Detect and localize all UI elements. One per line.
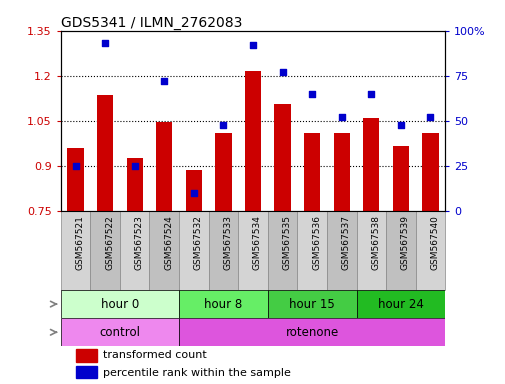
Text: GSM567521: GSM567521 [75, 215, 84, 270]
Text: GSM567522: GSM567522 [105, 215, 114, 270]
Text: GSM567537: GSM567537 [341, 215, 350, 270]
Bar [238, 211, 267, 290]
Bar [156, 122, 172, 211]
Bar [333, 133, 349, 211]
Point [160, 78, 168, 84]
Bar [120, 211, 149, 290]
Text: GDS5341 / ILMN_2762083: GDS5341 / ILMN_2762083 [61, 16, 241, 30]
Bar [392, 146, 408, 211]
Bar [422, 133, 438, 211]
Point [426, 114, 434, 120]
Point [101, 40, 109, 46]
Bar [274, 104, 290, 211]
Bar [97, 95, 113, 211]
Point [130, 163, 138, 169]
Text: GSM567538: GSM567538 [371, 215, 380, 270]
Text: GSM567524: GSM567524 [164, 215, 173, 270]
Bar [363, 118, 379, 211]
Bar [61, 290, 179, 318]
Text: transformed count: transformed count [103, 351, 207, 361]
Bar [61, 318, 179, 346]
Bar [149, 211, 179, 290]
Point [248, 42, 257, 48]
Bar [244, 71, 261, 211]
Bar [297, 211, 326, 290]
Text: rotenone: rotenone [285, 326, 338, 339]
Bar [179, 211, 208, 290]
Point [71, 163, 79, 169]
Bar [304, 133, 320, 211]
Text: hour 15: hour 15 [289, 298, 334, 311]
Bar [67, 148, 83, 211]
Text: control: control [99, 326, 140, 339]
Text: hour 24: hour 24 [377, 298, 423, 311]
Text: percentile rank within the sample: percentile rank within the sample [103, 368, 290, 378]
Bar [90, 211, 120, 290]
Text: GSM567540: GSM567540 [430, 215, 439, 270]
Bar [179, 290, 267, 318]
Text: GSM567536: GSM567536 [312, 215, 321, 270]
Text: GSM567534: GSM567534 [252, 215, 262, 270]
Point [219, 121, 227, 127]
Text: GSM567532: GSM567532 [193, 215, 203, 270]
Point [278, 69, 286, 75]
Bar [215, 133, 231, 211]
Point [396, 121, 404, 127]
Bar [326, 211, 356, 290]
Text: GSM567523: GSM567523 [134, 215, 143, 270]
Bar [415, 211, 444, 290]
Text: GSM567535: GSM567535 [282, 215, 291, 270]
Bar [356, 290, 444, 318]
Text: GSM567539: GSM567539 [400, 215, 409, 270]
Bar [208, 211, 238, 290]
Text: hour 0: hour 0 [100, 298, 139, 311]
Point [337, 114, 345, 120]
Bar [179, 318, 444, 346]
Bar [61, 211, 90, 290]
Bar [126, 159, 142, 211]
Bar [385, 211, 415, 290]
Bar [185, 170, 201, 211]
Bar [76, 366, 96, 379]
Bar [267, 290, 356, 318]
Point [367, 91, 375, 97]
Bar [267, 211, 297, 290]
Point [189, 190, 197, 196]
Text: hour 8: hour 8 [204, 298, 242, 311]
Bar [356, 211, 385, 290]
Bar [76, 349, 96, 362]
Text: GSM567533: GSM567533 [223, 215, 232, 270]
Point [308, 91, 316, 97]
